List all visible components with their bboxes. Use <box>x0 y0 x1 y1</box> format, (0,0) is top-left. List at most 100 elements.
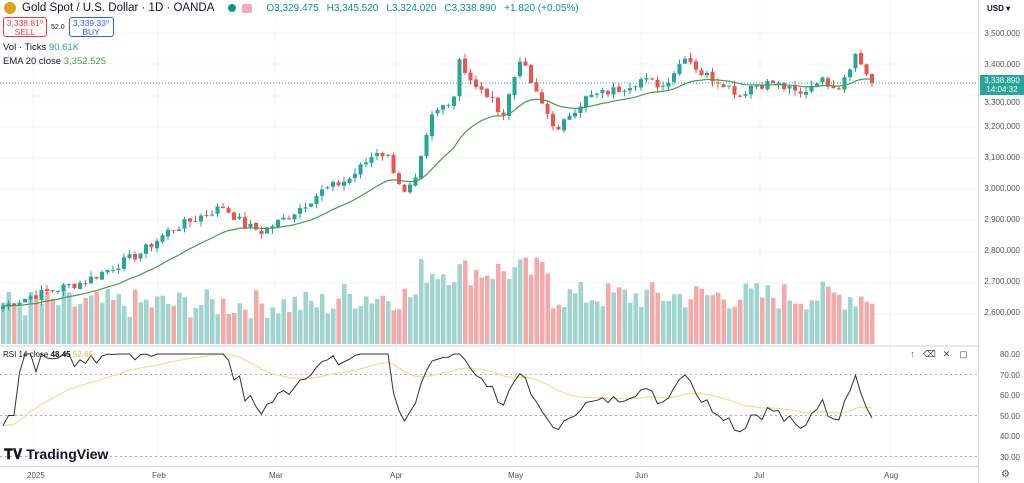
candle-body <box>699 70 704 76</box>
maximize-icon[interactable]: ▢ <box>959 349 968 359</box>
flag-icon[interactable] <box>242 3 253 13</box>
branding-text: TradingView <box>26 446 109 462</box>
candle-body <box>644 77 649 80</box>
volume-bar <box>446 285 451 344</box>
volume-bar <box>28 292 33 344</box>
volume-bar <box>138 302 143 344</box>
volume-bar <box>639 307 644 344</box>
candle-body <box>386 154 390 156</box>
volume-bar <box>243 309 248 344</box>
volume-bar <box>688 299 693 344</box>
volume-bar <box>738 299 743 344</box>
candle-body <box>122 257 126 269</box>
candle-body <box>837 88 841 90</box>
candle-body <box>149 244 154 248</box>
candle-body <box>677 64 682 75</box>
volume-bar <box>556 304 561 344</box>
ema-legend[interactable]: EMA 20 close 3,352.525 <box>3 56 106 67</box>
candle-body <box>67 284 71 286</box>
candle-body <box>485 88 489 98</box>
gold-logo-icon <box>4 2 16 14</box>
price-tick: 3,100.000 <box>984 153 1020 162</box>
candle-body <box>127 254 132 259</box>
volume-bar <box>397 309 402 344</box>
volume-bar <box>237 303 242 344</box>
volume-bar <box>501 271 506 344</box>
volume-bar <box>523 257 528 344</box>
candle-body <box>622 90 627 92</box>
volume-bar <box>347 293 352 344</box>
volume-bar <box>474 269 479 344</box>
candle-body <box>259 230 264 234</box>
volume-bar <box>430 273 435 344</box>
price-chart[interactable] <box>0 0 978 466</box>
time-tick: Mar <box>269 471 283 480</box>
candle-body <box>782 83 786 90</box>
candle-body <box>617 86 621 92</box>
candle-body <box>628 88 632 91</box>
volume-bar <box>831 292 836 344</box>
rsi-legend[interactable]: RSI 14 close 48.45 52.65 <box>3 350 93 359</box>
candle-body <box>265 227 269 234</box>
time-axis[interactable]: 2025 Feb Mar Apr May Jun Jul Aug <box>0 466 978 483</box>
candle-body <box>292 214 297 220</box>
volume-bar <box>402 288 407 344</box>
sell-button[interactable]: 3,338.81⁰ SELL <box>3 17 47 37</box>
candle-body <box>815 83 819 86</box>
candle-body <box>512 76 517 96</box>
candle-body <box>842 77 847 90</box>
volume-bar <box>804 309 809 344</box>
volume-bar <box>94 291 99 344</box>
rsi-line <box>2 353 873 433</box>
settings-icon[interactable]: ⚙ <box>1001 469 1010 480</box>
ohlc-low: L3,324.020 <box>386 2 437 14</box>
volume-bar <box>589 300 594 344</box>
candle-body <box>683 58 687 64</box>
last-price-tag: 3,338.890 14:04:32 <box>980 75 1024 95</box>
candle-body <box>655 79 660 88</box>
rsi-tick: 40.00 <box>999 432 1020 441</box>
candle-body <box>171 230 176 232</box>
candle-body <box>243 217 247 228</box>
symbol-title[interactable]: Gold Spot / U.S. Dollar · 1D · OANDA <box>22 2 215 14</box>
volume-bar <box>793 303 798 344</box>
candle-body <box>749 85 753 95</box>
volume-bar <box>683 307 688 344</box>
candle-body <box>221 206 225 208</box>
collapse-icon[interactable]: ✕ <box>942 349 951 359</box>
candle-body <box>342 181 346 186</box>
candle-body <box>441 105 445 110</box>
volume-bar <box>171 305 176 344</box>
price-axis[interactable]: USD ▾ 3,500.000 3,400.000 3,300.000 3,200.0… <box>978 0 1024 483</box>
ema-label: EMA 20 close <box>3 56 62 67</box>
volume-bar <box>534 257 539 344</box>
volume-bar <box>754 283 759 344</box>
volume-bar <box>853 306 858 344</box>
buy-button[interactable]: 3,339.33⁰ BUY <box>68 17 114 37</box>
volume-bar <box>606 283 611 344</box>
volume-legend[interactable]: Vol · Ticks 90.61K <box>3 42 79 53</box>
volume-bar <box>50 298 55 344</box>
currency-selector[interactable]: USD ▾ <box>987 4 1011 13</box>
candle-body <box>672 73 676 82</box>
volume-bar <box>342 284 347 344</box>
volume-bar <box>468 285 473 344</box>
market-open-icon <box>228 4 237 12</box>
candle-body <box>710 71 715 82</box>
tradingview-logo[interactable]: 𝐓𝐕 TradingView <box>4 446 109 462</box>
candle-body <box>358 164 363 175</box>
candle-body <box>534 82 539 92</box>
move-up-icon[interactable]: ↑ <box>910 349 915 359</box>
volume-bar <box>617 287 622 344</box>
candle-body <box>721 84 726 88</box>
candle-body <box>61 284 66 292</box>
time-tick: Jun <box>635 471 648 480</box>
candle-body <box>138 253 143 259</box>
volume-bar <box>199 304 204 344</box>
trash-icon[interactable]: ⌫ <box>923 349 936 359</box>
candle-body <box>793 86 797 91</box>
volume-bar <box>89 295 94 344</box>
candle-body <box>17 302 22 306</box>
candle-body <box>523 61 528 66</box>
volume-bar <box>276 313 281 344</box>
